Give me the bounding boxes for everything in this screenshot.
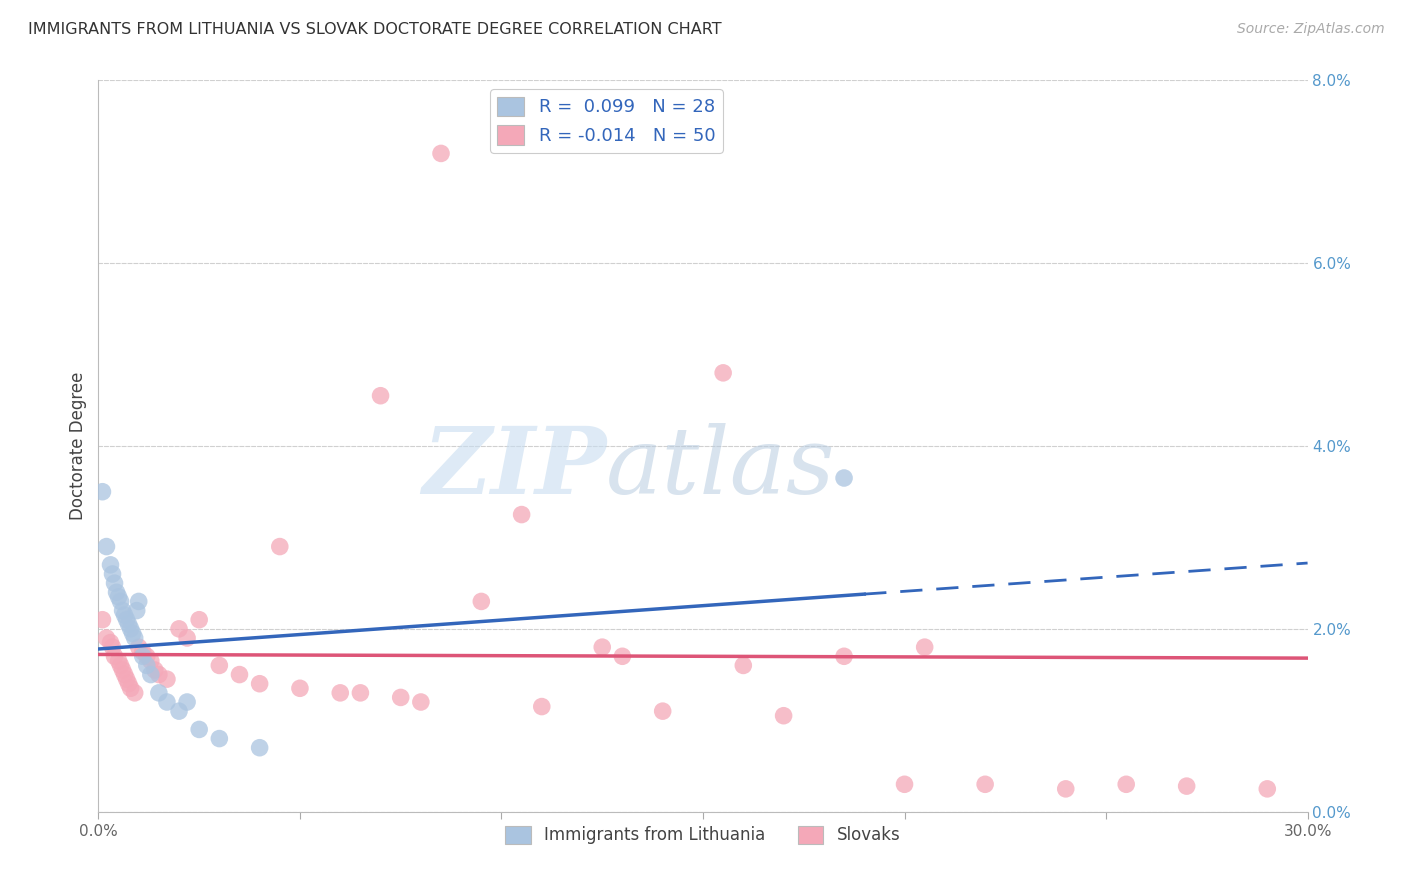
Point — [125, 603, 148, 617]
Point — [120, 681, 142, 696]
Point — [176, 695, 198, 709]
Point — [114, 608, 136, 623]
Point — [249, 740, 271, 755]
Text: Source: ZipAtlas.com: Source: ZipAtlas.com — [1237, 22, 1385, 37]
Point — [188, 613, 211, 627]
Point — [96, 631, 118, 645]
Point — [651, 704, 673, 718]
Point — [1175, 779, 1198, 793]
Point — [208, 731, 231, 746]
Point — [114, 667, 136, 681]
Point — [121, 626, 143, 640]
Point — [105, 585, 128, 599]
Point — [228, 667, 250, 681]
Point — [110, 594, 132, 608]
Point — [612, 649, 634, 664]
Point — [832, 471, 855, 485]
Text: atlas: atlas — [606, 423, 835, 513]
Point — [107, 590, 129, 604]
Point — [101, 640, 124, 655]
Point — [110, 658, 132, 673]
Point — [1115, 777, 1137, 791]
Legend: Immigrants from Lithuania, Slovaks: Immigrants from Lithuania, Slovaks — [499, 819, 907, 851]
Point — [115, 613, 138, 627]
Point — [100, 635, 122, 649]
Text: ZIP: ZIP — [422, 423, 606, 513]
Point — [111, 603, 134, 617]
Point — [1256, 781, 1278, 796]
Point — [329, 686, 352, 700]
Point — [711, 366, 734, 380]
Y-axis label: Doctorate Degree: Doctorate Degree — [69, 372, 87, 520]
Point — [530, 699, 553, 714]
Point — [389, 690, 412, 705]
Point — [914, 640, 936, 655]
Point — [103, 649, 125, 664]
Point — [893, 777, 915, 791]
Point — [510, 508, 533, 522]
Text: IMMIGRANTS FROM LITHUANIA VS SLOVAK DOCTORATE DEGREE CORRELATION CHART: IMMIGRANTS FROM LITHUANIA VS SLOVAK DOCT… — [28, 22, 721, 37]
Point — [118, 676, 141, 690]
Point — [188, 723, 211, 737]
Point — [832, 649, 855, 664]
Point — [591, 640, 613, 655]
Point — [148, 686, 170, 700]
Point — [132, 645, 155, 659]
Point — [128, 640, 150, 655]
Point — [91, 613, 114, 627]
Point — [124, 686, 146, 700]
Point — [974, 777, 997, 791]
Point — [124, 631, 146, 645]
Point — [349, 686, 371, 700]
Point — [107, 654, 129, 668]
Point — [139, 654, 162, 668]
Point — [128, 594, 150, 608]
Point — [470, 594, 492, 608]
Point — [430, 146, 453, 161]
Point — [167, 622, 190, 636]
Point — [176, 631, 198, 645]
Point — [135, 658, 157, 673]
Point — [111, 663, 134, 677]
Point — [100, 558, 122, 572]
Point — [156, 672, 179, 686]
Point — [156, 695, 179, 709]
Point — [139, 667, 162, 681]
Point — [148, 667, 170, 681]
Point — [120, 622, 142, 636]
Point — [167, 704, 190, 718]
Point — [96, 540, 118, 554]
Point — [269, 540, 291, 554]
Point — [409, 695, 432, 709]
Point — [115, 672, 138, 686]
Point — [733, 658, 755, 673]
Point — [1054, 781, 1077, 796]
Point — [103, 576, 125, 591]
Point — [91, 484, 114, 499]
Point — [370, 389, 392, 403]
Point — [101, 567, 124, 582]
Point — [143, 663, 166, 677]
Point — [135, 649, 157, 664]
Point — [132, 649, 155, 664]
Point — [772, 708, 794, 723]
Point — [118, 617, 141, 632]
Point — [208, 658, 231, 673]
Point — [249, 676, 271, 690]
Point — [288, 681, 311, 696]
